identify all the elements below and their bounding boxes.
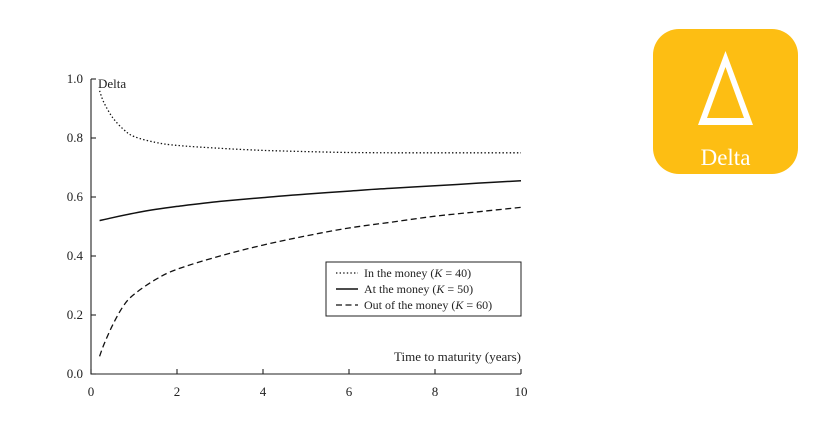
ticks: 0 2 4 6 8 10 0.0 0.2 0.4 0.6 0.8 1.0 <box>67 71 528 399</box>
x-tick-label: 2 <box>174 384 181 399</box>
axes <box>90 79 521 375</box>
y-tick-label: 1.0 <box>67 71 83 86</box>
x-tick-label: 4 <box>260 384 267 399</box>
y-tick-label: 0.8 <box>67 130 83 145</box>
delta-badge: Delta <box>653 29 798 174</box>
y-tick-label: 0.0 <box>67 366 83 381</box>
delta-chart: 0 2 4 6 8 10 0.0 0.2 0.4 0.6 0.8 1.0 Delta Time to … <box>67 71 528 399</box>
x-tick-label: 6 <box>346 384 353 399</box>
x-tick-label: 0 <box>88 384 95 399</box>
x-axis-label: Time to maturity (years) <box>394 349 521 364</box>
series-line-solid <box>99 180 522 222</box>
badge-label: Delta <box>700 145 751 170</box>
y-axis-label: Delta <box>98 76 126 91</box>
x-tick-label: 10 <box>515 384 528 399</box>
y-tick-label: 0.6 <box>67 189 84 204</box>
legend-entry: At the money (K = 50) <box>364 282 473 296</box>
y-tick-label: 0.2 <box>67 307 83 322</box>
x-tick-label: 8 <box>432 384 439 399</box>
legend-entry: In the money (K = 40) <box>364 266 471 280</box>
series-lines <box>98 90 522 357</box>
delta-triangle-icon <box>698 51 753 125</box>
y-tick-label: 0.4 <box>67 248 84 263</box>
series-line-dotted <box>98 90 521 154</box>
axis-frame <box>90 79 521 375</box>
legend: In the money (K = 40) At the money (K = 5… <box>325 261 522 317</box>
series-line-dashed <box>98 206 522 357</box>
legend-box <box>325 261 522 317</box>
legend-entry: Out of the money (K = 60) <box>364 298 492 312</box>
